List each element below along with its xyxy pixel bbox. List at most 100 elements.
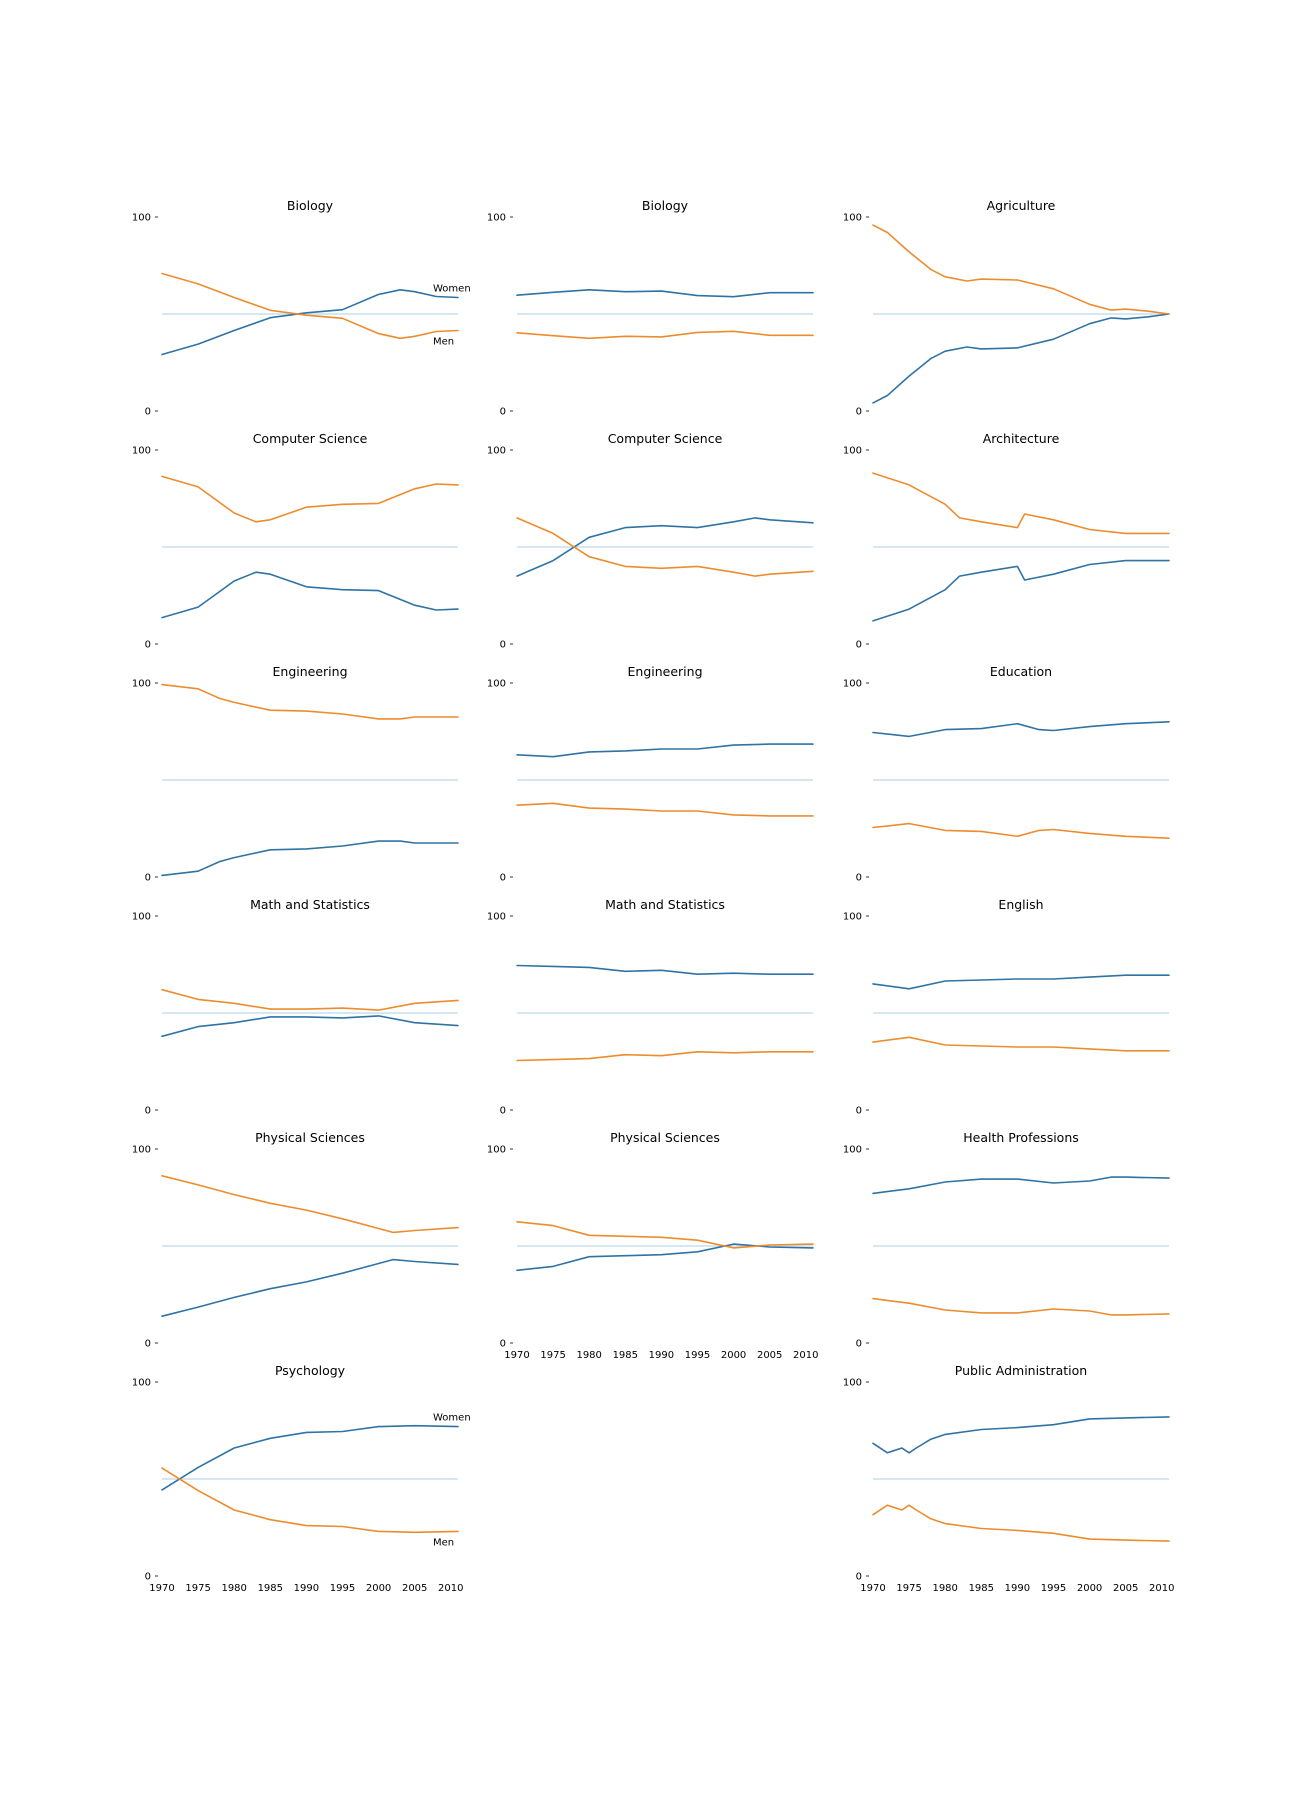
panel-english: English 100 0 <box>843 897 1170 1117</box>
y-tick-label: 0 <box>145 640 151 651</box>
y-tick-label: 100 <box>843 912 862 923</box>
x-tick-label: 1985 <box>613 1350 638 1361</box>
series-line-men <box>161 1467 459 1534</box>
x-tick-label: 1970 <box>504 1350 529 1361</box>
x-tick-label: 1990 <box>294 1583 319 1594</box>
series-line-men <box>516 802 814 817</box>
series-label-men: Men <box>433 1537 454 1548</box>
x-tick-label: 1975 <box>540 1350 565 1361</box>
panel-architecture: Architecture 100 0 <box>843 431 1170 651</box>
panel-title: Computer Science <box>608 431 723 446</box>
panel-title: Engineering <box>628 664 703 679</box>
x-tick-label: 2005 <box>402 1583 427 1594</box>
x-tick-label: 2010 <box>793 1350 818 1361</box>
y-tick-label: 0 <box>856 640 862 651</box>
panel-computer-science: Computer Science 100 0 <box>487 431 814 651</box>
series-line-women <box>872 313 1170 404</box>
y-tick-label: 0 <box>856 407 862 418</box>
series-line-men <box>161 988 459 1011</box>
x-tick-label: 2000 <box>721 1350 746 1361</box>
y-tick-label: 100 <box>843 679 862 690</box>
series-line-women <box>872 1416 1170 1454</box>
x-tick-label: 1980 <box>576 1350 601 1361</box>
panel-math-and-statistics: Math and Statistics 100 0 <box>487 897 814 1117</box>
y-tick-label: 100 <box>843 1378 862 1389</box>
panel-title: Education <box>990 664 1052 679</box>
y-tick-label: 100 <box>487 446 506 457</box>
panel-title: Health Professions <box>963 1130 1079 1145</box>
panel-title: Engineering <box>273 664 348 679</box>
panel-title: Biology <box>287 198 334 213</box>
series-line-women <box>872 1176 1170 1195</box>
y-tick-label: 100 <box>132 213 151 224</box>
y-tick-label: 100 <box>843 1145 862 1156</box>
panel-title: Agriculture <box>987 198 1056 213</box>
panel-biology: Biology 100 0 Women Men <box>132 198 471 418</box>
x-tick-label: 1975 <box>185 1583 210 1594</box>
y-tick-label: 0 <box>145 1339 151 1350</box>
panel-title: Architecture <box>983 431 1060 446</box>
series-line-men <box>516 330 814 340</box>
y-tick-label: 0 <box>500 640 506 651</box>
x-tick-label: 1970 <box>149 1583 174 1594</box>
series-line-men <box>161 683 459 720</box>
series-line-men <box>161 1175 459 1234</box>
x-tick-label: 1985 <box>258 1583 283 1594</box>
series-line-men <box>872 1297 1170 1316</box>
series-line-women <box>516 517 814 577</box>
panel-agriculture: Agriculture 100 0 <box>843 198 1170 418</box>
panel-title: Physical Sciences <box>610 1130 720 1145</box>
panel-math-and-statistics: Math and Statistics 100 0 <box>132 897 459 1117</box>
x-tick-label: 1985 <box>969 1583 994 1594</box>
panel-education: Education 100 0 <box>843 664 1170 884</box>
y-tick-label: 0 <box>145 1106 151 1117</box>
panel-biology: Biology 100 0 <box>487 198 814 418</box>
x-tick-label: 1980 <box>221 1583 246 1594</box>
y-tick-label: 100 <box>843 446 862 457</box>
panel-physical-sciences: Physical Sciences 100 0 <box>132 1130 459 1350</box>
y-tick-label: 100 <box>132 912 151 923</box>
x-tick-label: 1970 <box>860 1583 885 1594</box>
y-tick-label: 0 <box>500 873 506 884</box>
series-label-men: Men <box>433 336 454 347</box>
series-line-women <box>161 571 459 619</box>
y-tick-label: 100 <box>487 679 506 690</box>
y-tick-label: 0 <box>856 1339 862 1350</box>
panel-title: Math and Statistics <box>250 897 370 912</box>
x-tick-label: 1980 <box>932 1583 957 1594</box>
x-tick-label: 1975 <box>896 1583 921 1594</box>
y-tick-label: 100 <box>132 1378 151 1389</box>
series-line-men <box>872 1504 1170 1542</box>
y-tick-label: 100 <box>487 912 506 923</box>
panel-title: English <box>998 897 1043 912</box>
series-line-men <box>161 475 459 523</box>
series-line-women <box>161 840 459 877</box>
panel-title: Biology <box>642 198 689 213</box>
series-line-women <box>161 1424 459 1491</box>
series-line-women <box>161 1015 459 1038</box>
panel-engineering: Engineering 100 0 <box>132 664 459 884</box>
series-line-men <box>161 272 459 340</box>
series-line-women <box>516 743 814 758</box>
series-line-women <box>161 1258 459 1317</box>
panel-title: Public Administration <box>955 1363 1087 1378</box>
series-line-men <box>872 1036 1170 1052</box>
y-tick-label: 0 <box>500 407 506 418</box>
y-tick-label: 100 <box>132 446 151 457</box>
y-tick-label: 0 <box>856 1106 862 1117</box>
y-tick-label: 0 <box>145 873 151 884</box>
x-tick-label: 2010 <box>438 1583 463 1594</box>
series-line-men <box>872 822 1170 840</box>
x-tick-label: 1995 <box>1041 1583 1066 1594</box>
y-tick-label: 0 <box>145 407 151 418</box>
y-tick-label: 100 <box>843 213 862 224</box>
series-line-men <box>516 517 814 577</box>
x-tick-label: 1995 <box>330 1583 355 1594</box>
y-tick-label: 0 <box>856 1572 862 1583</box>
series-line-women <box>516 1243 814 1272</box>
panel-title: Psychology <box>275 1363 346 1378</box>
x-tick-label: 1990 <box>649 1350 674 1361</box>
